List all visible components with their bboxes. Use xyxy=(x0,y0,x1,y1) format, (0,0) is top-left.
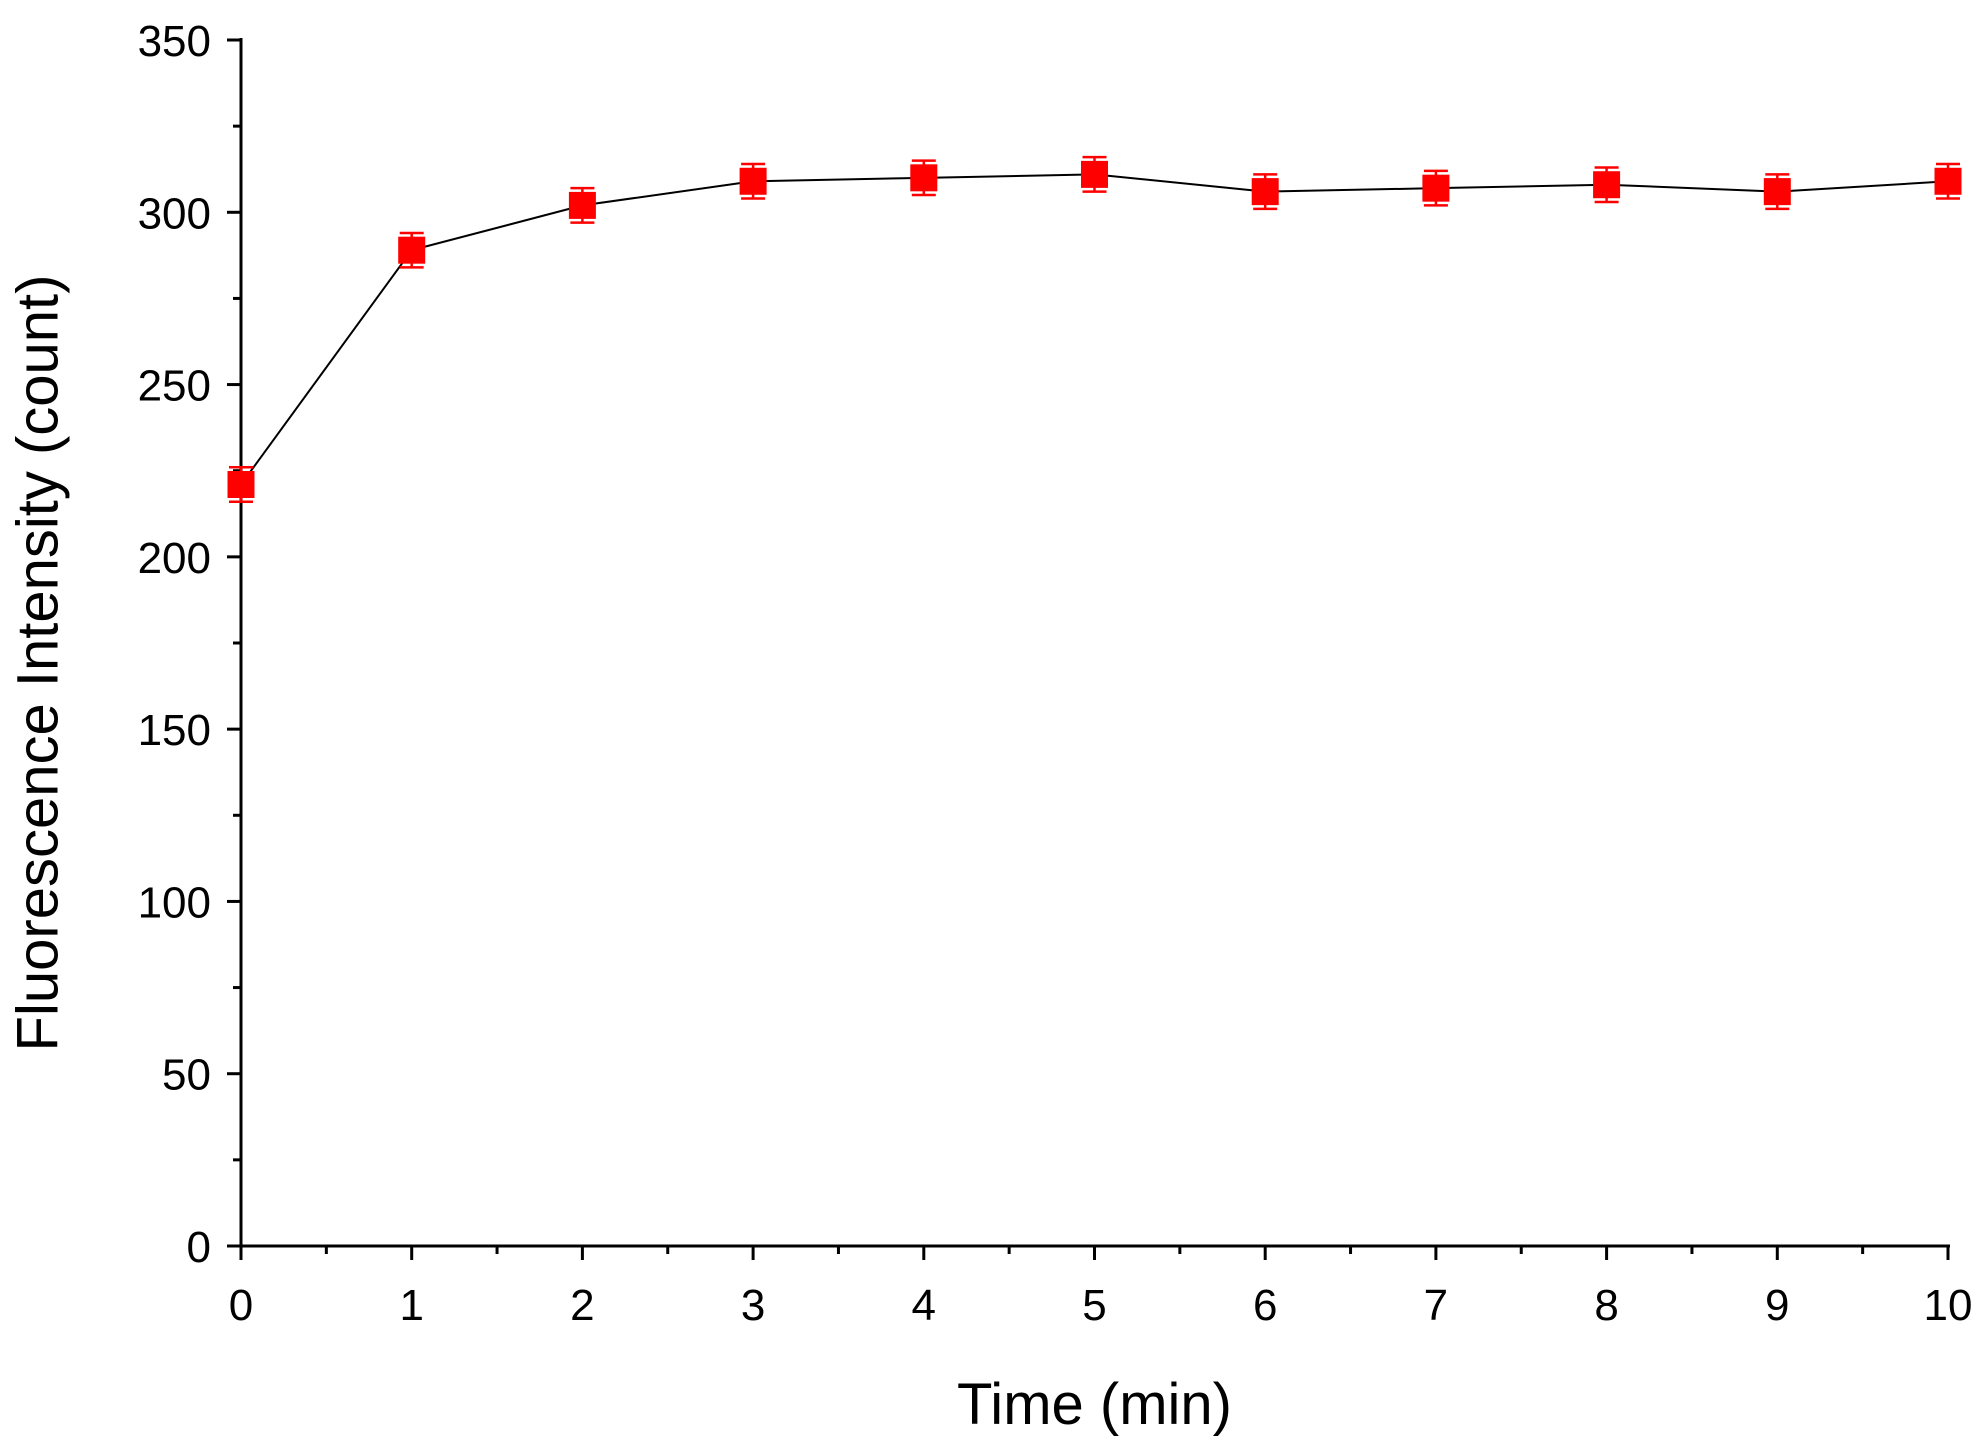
y-tick-label: 350 xyxy=(138,17,211,66)
x-axis-ticks: 0 1 2 3 4 5 6 7 8 9 10 xyxy=(229,1246,1973,1330)
y-axis-ticks: 0 50 100 150 200 250 300 350 xyxy=(138,17,241,1272)
series-line xyxy=(240,173,1949,486)
y-tick-label: 50 xyxy=(162,1051,211,1100)
x-tick-label: 6 xyxy=(1253,1281,1277,1330)
x-tick-label: 4 xyxy=(912,1281,936,1330)
y-tick-label: 100 xyxy=(138,878,211,927)
y-tick-label: 200 xyxy=(138,534,211,583)
y-tick-label: 300 xyxy=(138,189,211,238)
y-axis-title: Fluorescence Intensity (count) xyxy=(5,275,70,1052)
data-point-marker xyxy=(910,164,938,192)
x-tick-label: 10 xyxy=(1924,1281,1973,1330)
x-tick-label: 8 xyxy=(1594,1281,1618,1330)
data-point-marker xyxy=(1593,171,1621,199)
x-tick-label: 0 xyxy=(229,1281,253,1330)
x-axis-title: Time (min) xyxy=(957,1372,1232,1437)
data-point-marker xyxy=(1251,178,1279,206)
data-point-marker xyxy=(398,236,426,264)
y-tick-label: 0 xyxy=(187,1223,211,1272)
series-layer xyxy=(227,155,1962,503)
y-tick-label: 150 xyxy=(138,706,211,755)
y-tick-label: 250 xyxy=(138,362,211,411)
x-tick-label: 2 xyxy=(570,1281,594,1330)
data-point-marker xyxy=(1081,160,1108,188)
x-tick-label: 9 xyxy=(1765,1281,1789,1330)
data-point-marker xyxy=(1422,174,1450,202)
axes xyxy=(239,38,1950,1248)
x-tick-label: 5 xyxy=(1082,1281,1106,1330)
data-point-marker xyxy=(227,470,255,498)
data-point-marker xyxy=(739,167,767,195)
data-point-marker xyxy=(1934,167,1962,195)
x-tick-label: 7 xyxy=(1424,1281,1448,1330)
data-point-marker xyxy=(1763,178,1791,206)
data-point-marker xyxy=(568,191,596,219)
x-tick-label: 1 xyxy=(399,1281,423,1330)
x-tick-label: 3 xyxy=(741,1281,765,1330)
